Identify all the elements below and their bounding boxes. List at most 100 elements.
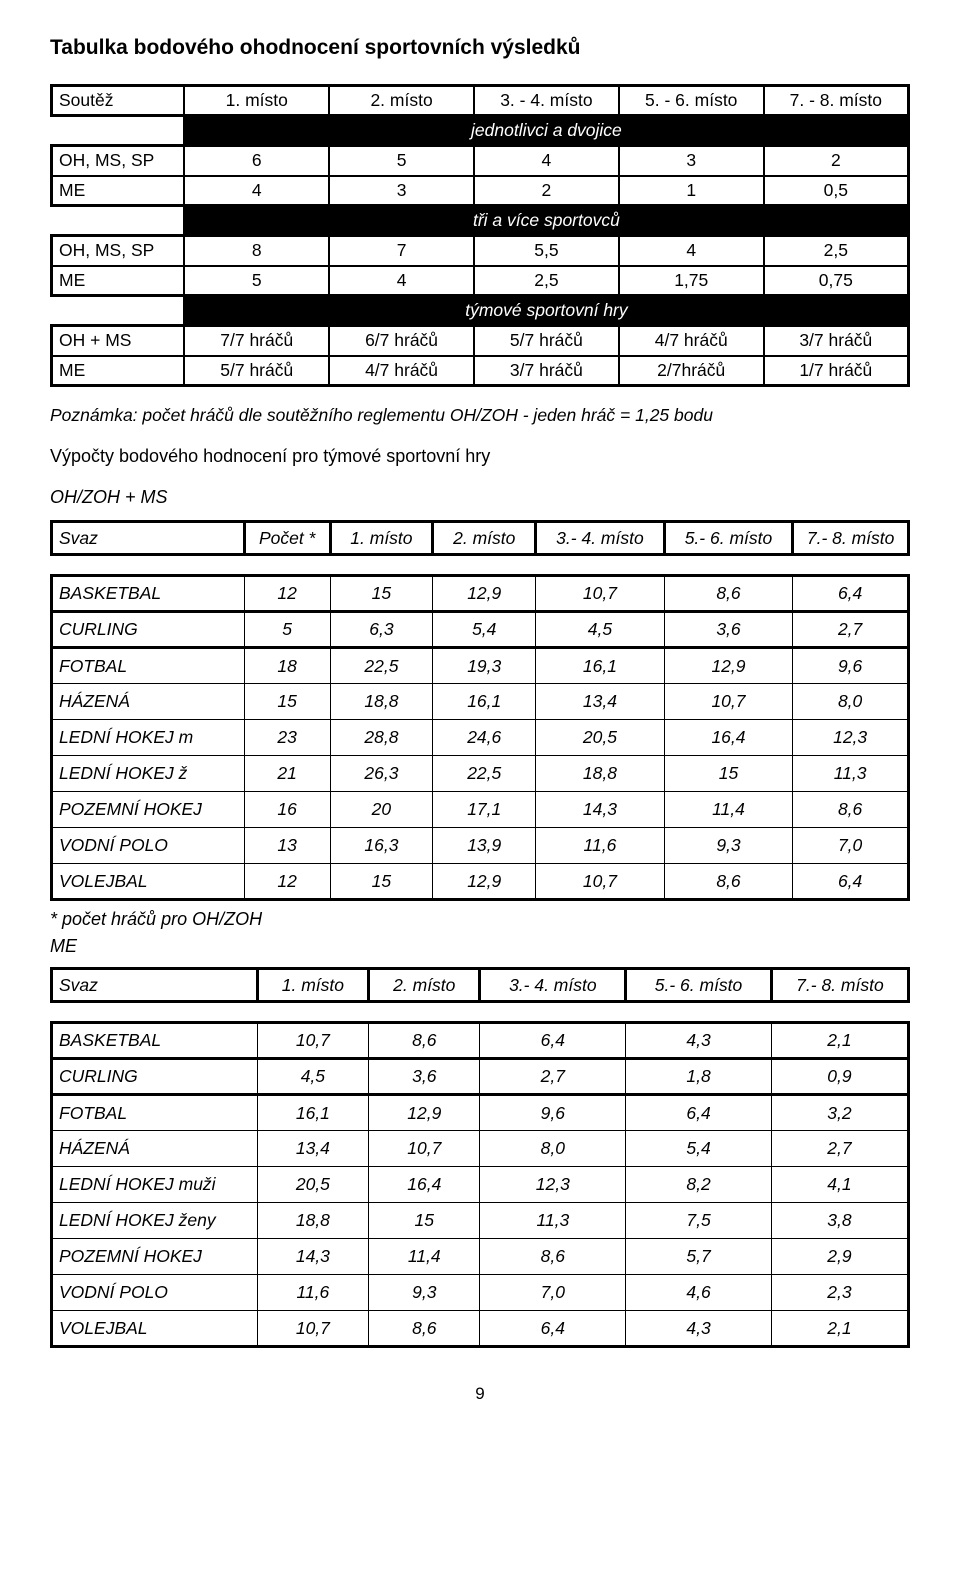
t1-cell: OH, MS, SP	[52, 236, 185, 266]
t1-cell: 3	[329, 176, 474, 206]
value-cell: 6,4	[480, 1023, 626, 1059]
value-cell: 4,3	[626, 1311, 772, 1347]
value-cell: 12,9	[664, 648, 793, 684]
value-cell: 2,1	[771, 1023, 908, 1059]
value-cell: 15	[369, 1203, 480, 1239]
t1-cell: 1/7 hráčů	[764, 356, 909, 386]
value-cell: 5,7	[626, 1239, 772, 1275]
sport-name-cell: HÁZENÁ	[52, 1131, 258, 1167]
table-row: LEDNÍ HOKEJ ž2126,322,518,81511,3	[52, 756, 909, 792]
t1-cell: 4	[619, 236, 764, 266]
value-cell: 20,5	[257, 1167, 368, 1203]
header-strip-cell: Svaz	[52, 522, 245, 555]
sport-name-cell: FOTBAL	[52, 648, 245, 684]
value-cell: 19,3	[433, 648, 536, 684]
sport-name-cell: VOLEJBAL	[52, 1311, 258, 1347]
value-cell: 18	[244, 648, 330, 684]
value-cell: 16	[244, 792, 330, 828]
value-cell: 4,5	[257, 1059, 368, 1095]
value-cell: 17,1	[433, 792, 536, 828]
value-cell: 12,9	[433, 864, 536, 900]
sport-name-cell: FOTBAL	[52, 1095, 258, 1131]
t1-cell: 4/7 hráčů	[619, 326, 764, 356]
value-cell: 9,6	[793, 648, 909, 684]
header-strip-cell: 2. místo	[369, 969, 480, 1002]
value-cell: 1,8	[626, 1059, 772, 1095]
value-cell: 6,4	[480, 1311, 626, 1347]
value-cell: 16,1	[257, 1095, 368, 1131]
value-cell: 16,1	[536, 648, 665, 684]
sport-name-cell: CURLING	[52, 612, 245, 648]
value-cell: 7,0	[480, 1275, 626, 1311]
value-cell: 7,0	[793, 828, 909, 864]
t1-cell: 8	[184, 236, 329, 266]
value-cell: 6,4	[793, 576, 909, 612]
note-text: Poznámka: počet hráčů dle soutěžního reg…	[50, 405, 910, 426]
table-row: CURLING56,35,44,53,62,7	[52, 612, 909, 648]
value-cell: 22,5	[330, 648, 433, 684]
sport-name-cell: VODNÍ POLO	[52, 1275, 258, 1311]
value-cell: 16,3	[330, 828, 433, 864]
table-row: CURLING4,53,62,71,80,9	[52, 1059, 909, 1095]
sports-table-a: BASKETBAL121512,910,78,66,4CURLING56,35,…	[50, 574, 910, 901]
table-row: HÁZENÁ13,410,78,05,42,7	[52, 1131, 909, 1167]
value-cell: 12,3	[793, 720, 909, 756]
t1-cell: 6/7 hráčů	[329, 326, 474, 356]
sport-name-cell: LEDNÍ HOKEJ m	[52, 720, 245, 756]
value-cell: 5	[244, 612, 330, 648]
footnote-a: * počet hráčů pro OH/ZOH	[50, 909, 910, 930]
value-cell: 10,7	[536, 864, 665, 900]
header-strip-cell: 5.- 6. místo	[664, 522, 793, 555]
value-cell: 15	[664, 756, 793, 792]
value-cell: 8,6	[369, 1311, 480, 1347]
value-cell: 9,3	[369, 1275, 480, 1311]
t1-cell: 2	[764, 146, 909, 176]
header-strip-cell: Svaz	[52, 969, 258, 1002]
t1-cell: 2	[474, 176, 619, 206]
value-cell: 8,6	[664, 576, 793, 612]
value-cell: 13,4	[536, 684, 665, 720]
value-cell: 14,3	[257, 1239, 368, 1275]
table-row: FOTBAL16,112,99,66,43,2	[52, 1095, 909, 1131]
t1-cell: 0,5	[764, 176, 909, 206]
t1-cell: 1,75	[619, 266, 764, 296]
value-cell: 7,5	[626, 1203, 772, 1239]
t1-cell: 3/7 hráčů	[474, 356, 619, 386]
banner-tymove: týmové sportovní hry	[184, 296, 908, 326]
value-cell: 4,6	[626, 1275, 772, 1311]
value-cell: 2,1	[771, 1311, 908, 1347]
header-strip-cell: 1. místo	[257, 969, 368, 1002]
table-row: BASKETBAL121512,910,78,66,4	[52, 576, 909, 612]
t1-cell: ME	[52, 176, 185, 206]
t1-cell: 5	[184, 266, 329, 296]
header-strip-cell: 1. místo	[330, 522, 433, 555]
value-cell: 2,7	[793, 612, 909, 648]
value-cell: 3,6	[664, 612, 793, 648]
table-row: LEDNÍ HOKEJ ženy18,81511,37,53,8	[52, 1203, 909, 1239]
value-cell: 9,6	[480, 1095, 626, 1131]
value-cell: 2,3	[771, 1275, 908, 1311]
header-strip-cell: 5.- 6. místo	[626, 969, 772, 1002]
table-row: FOTBAL1822,519,316,112,99,6	[52, 648, 909, 684]
sport-name-cell: LEDNÍ HOKEJ ženy	[52, 1203, 258, 1239]
value-cell: 9,3	[664, 828, 793, 864]
cell	[52, 206, 185, 236]
value-cell: 12	[244, 576, 330, 612]
sport-name-cell: HÁZENÁ	[52, 684, 245, 720]
value-cell: 14,3	[536, 792, 665, 828]
value-cell: 8,6	[664, 864, 793, 900]
section-ohzoh-ms: OH/ZOH + MS	[50, 487, 910, 508]
table-row: POZEMNÍ HOKEJ14,311,48,65,72,9	[52, 1239, 909, 1275]
value-cell: 10,7	[257, 1311, 368, 1347]
header-strip-cell: 7.- 8. místo	[771, 969, 908, 1002]
value-cell: 11,4	[664, 792, 793, 828]
t1-cell: 4/7 hráčů	[329, 356, 474, 386]
value-cell: 15	[330, 576, 433, 612]
value-cell: 16,4	[369, 1167, 480, 1203]
t1-cell: OH + MS	[52, 326, 185, 356]
value-cell: 0,9	[771, 1059, 908, 1095]
value-cell: 20	[330, 792, 433, 828]
me-label: ME	[50, 936, 910, 957]
table-row: BASKETBAL10,78,66,44,32,1	[52, 1023, 909, 1059]
scoring-overview-table: Soutěž1. místo2. místo3. - 4. místo5. - …	[50, 84, 910, 387]
